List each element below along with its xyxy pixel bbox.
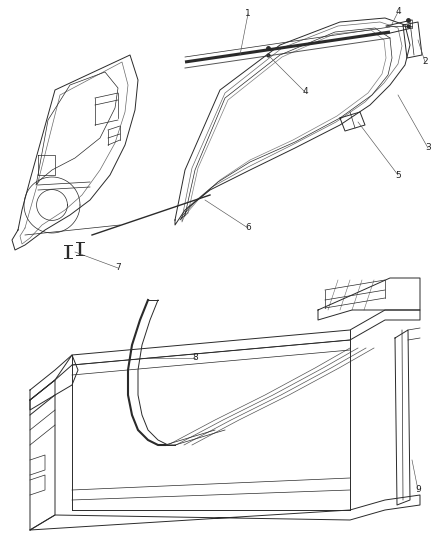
Text: 4: 4: [395, 7, 401, 17]
Text: 2: 2: [422, 58, 428, 67]
Text: 1: 1: [245, 10, 251, 19]
Text: 6: 6: [245, 223, 251, 232]
Text: 5: 5: [395, 171, 401, 180]
Text: 4: 4: [302, 87, 308, 96]
Text: 8: 8: [192, 353, 198, 362]
Text: 9: 9: [415, 486, 421, 495]
Text: 7: 7: [115, 263, 121, 272]
Text: 3: 3: [425, 143, 431, 152]
